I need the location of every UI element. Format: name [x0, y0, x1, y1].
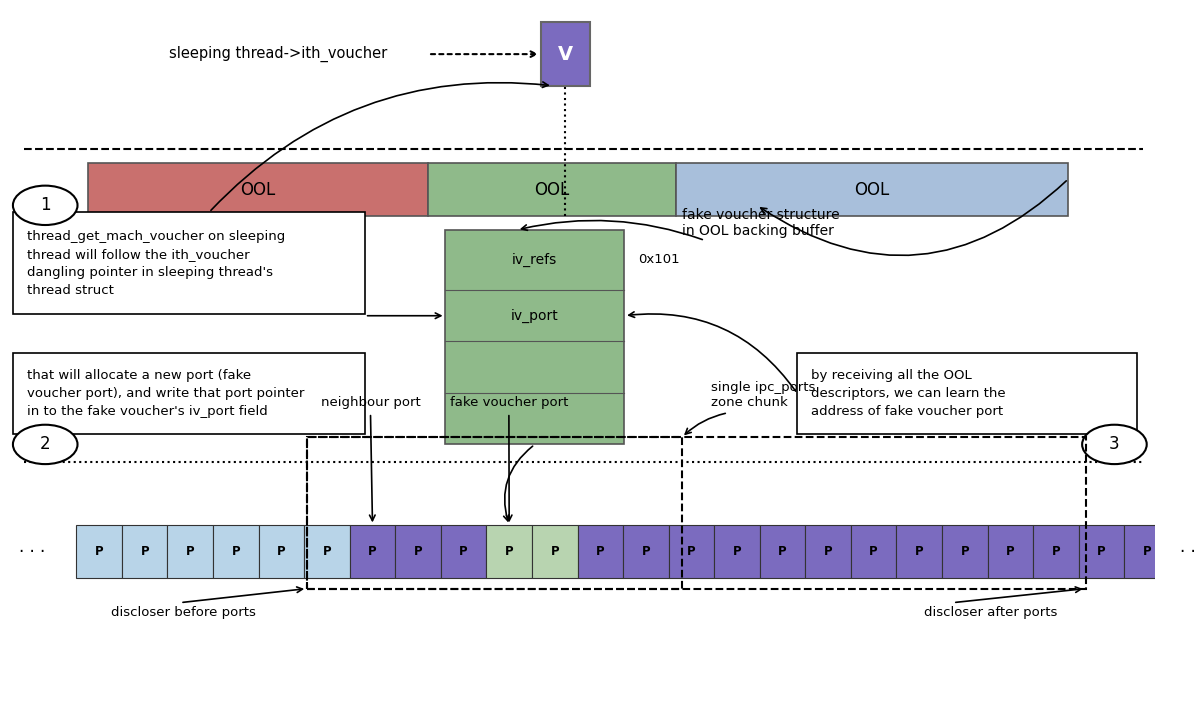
Bar: [896, 525, 942, 578]
Bar: [428, 163, 676, 216]
Circle shape: [13, 425, 78, 464]
Text: P: P: [1006, 545, 1015, 558]
Text: 3: 3: [1109, 436, 1120, 453]
Circle shape: [1082, 425, 1147, 464]
Text: P: P: [914, 545, 924, 558]
Text: 2: 2: [40, 436, 50, 453]
Text: P: P: [232, 545, 240, 558]
Circle shape: [13, 186, 78, 225]
Text: iv_refs: iv_refs: [512, 253, 558, 267]
Bar: [623, 525, 668, 578]
Text: P: P: [95, 545, 103, 558]
Bar: [77, 525, 122, 578]
Bar: [440, 525, 486, 578]
Bar: [760, 525, 805, 578]
Bar: [1079, 525, 1124, 578]
Text: · · ·: · · ·: [19, 543, 46, 561]
Text: discloser before ports: discloser before ports: [110, 606, 256, 619]
Bar: [13, 353, 365, 434]
Text: P: P: [186, 545, 194, 558]
Text: P: P: [368, 545, 377, 558]
Text: · · ·: · · ·: [1180, 543, 1200, 561]
Bar: [942, 525, 988, 578]
Text: fake voucher port: fake voucher port: [450, 396, 568, 409]
Bar: [122, 525, 168, 578]
Text: iv_port: iv_port: [511, 309, 559, 323]
Bar: [577, 525, 623, 578]
Text: P: P: [551, 545, 559, 558]
Text: that will allocate a new port (fake
voucher port), and write that port pointer
i: that will allocate a new port (fake vouc…: [26, 369, 304, 418]
Bar: [676, 163, 1068, 216]
Bar: [307, 438, 1086, 589]
Text: P: P: [323, 545, 331, 558]
Text: P: P: [596, 545, 605, 558]
Text: sleeping thread->ith_voucher: sleeping thread->ith_voucher: [169, 46, 386, 62]
Text: P: P: [642, 545, 650, 558]
Bar: [1033, 525, 1079, 578]
Bar: [214, 525, 258, 578]
Text: P: P: [505, 545, 514, 558]
Bar: [395, 525, 440, 578]
Text: P: P: [460, 545, 468, 558]
Bar: [258, 525, 304, 578]
Text: discloser after ports: discloser after ports: [924, 606, 1057, 619]
Bar: [88, 163, 428, 216]
Text: by receiving all the OOL
descriptors, we can learn the
address of fake voucher p: by receiving all the OOL descriptors, we…: [811, 369, 1006, 418]
Text: OOL: OOL: [534, 181, 570, 198]
Text: P: P: [1051, 545, 1061, 558]
Bar: [445, 230, 624, 444]
Text: P: P: [277, 545, 286, 558]
Text: neighbour port: neighbour port: [320, 396, 420, 409]
Text: fake voucher structure
in OOL backing buffer: fake voucher structure in OOL backing bu…: [682, 208, 840, 238]
Text: P: P: [1142, 545, 1151, 558]
Text: single ipc_ports
zone chunk: single ipc_ports zone chunk: [710, 381, 815, 409]
Text: OOL: OOL: [240, 181, 276, 198]
Bar: [797, 353, 1138, 434]
Bar: [532, 525, 577, 578]
Text: P: P: [869, 545, 878, 558]
Text: 1: 1: [40, 196, 50, 215]
Bar: [541, 23, 589, 85]
Text: P: P: [414, 545, 422, 558]
Bar: [304, 525, 349, 578]
Text: P: P: [1097, 545, 1105, 558]
Bar: [988, 525, 1033, 578]
Text: OOL: OOL: [854, 181, 890, 198]
Text: V: V: [558, 44, 572, 64]
Bar: [851, 525, 896, 578]
Bar: [13, 213, 365, 314]
Bar: [307, 438, 682, 589]
Bar: [668, 525, 714, 578]
Text: 0x101: 0x101: [638, 253, 679, 266]
Text: P: P: [779, 545, 787, 558]
Bar: [714, 525, 760, 578]
Bar: [168, 525, 214, 578]
Text: P: P: [140, 545, 149, 558]
Bar: [486, 525, 532, 578]
Text: P: P: [823, 545, 833, 558]
Bar: [349, 525, 395, 578]
Bar: [805, 525, 851, 578]
Text: P: P: [688, 545, 696, 558]
Text: thread_get_mach_voucher on sleeping
thread will follow the ith_voucher
dangling : thread_get_mach_voucher on sleeping thre…: [26, 230, 286, 297]
Text: P: P: [733, 545, 742, 558]
Text: P: P: [960, 545, 970, 558]
Bar: [1124, 525, 1170, 578]
